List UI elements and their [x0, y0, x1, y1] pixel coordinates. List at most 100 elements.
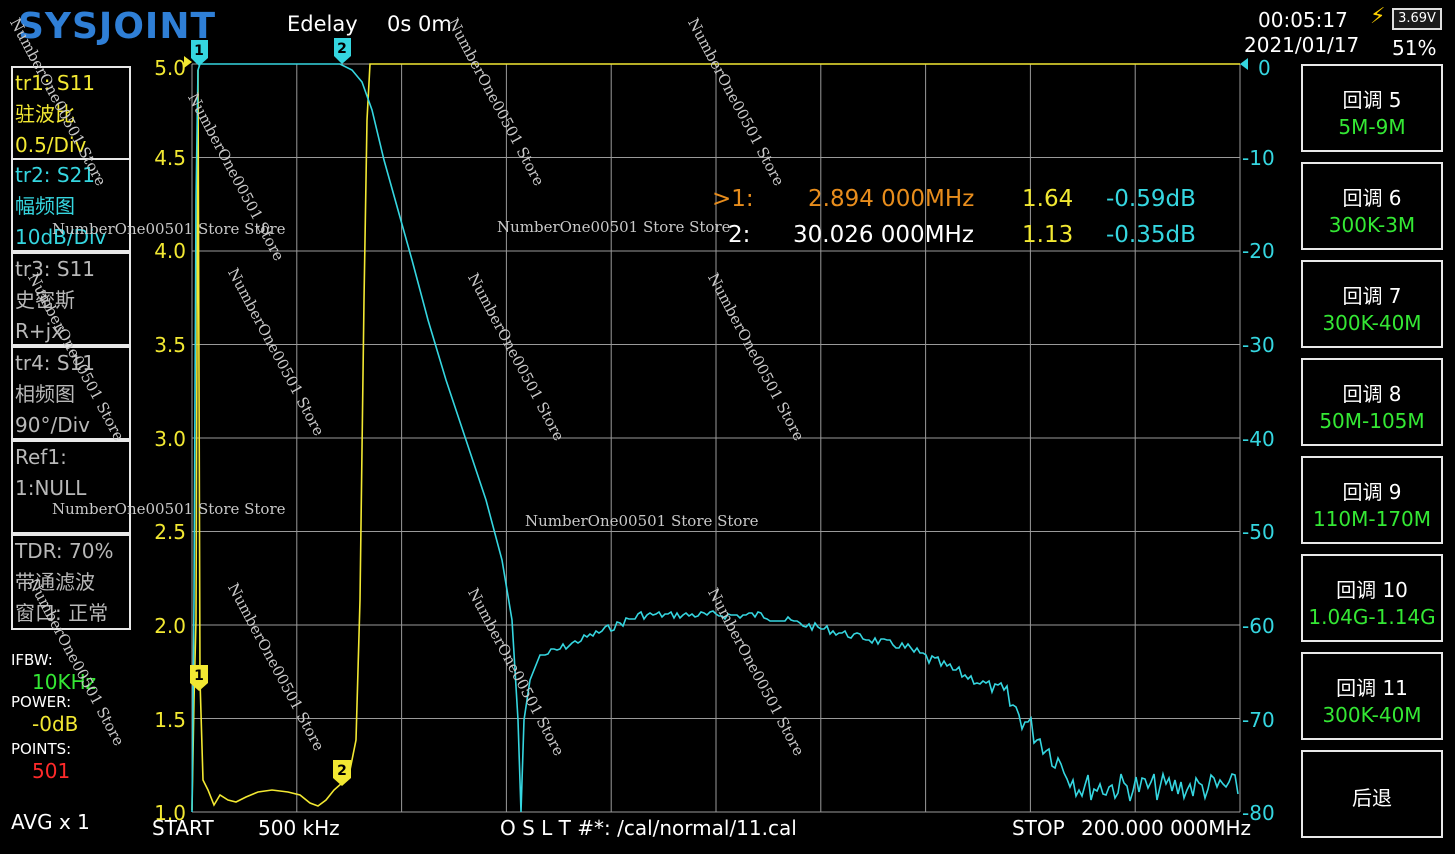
recall-range: 110M-170M — [1312, 507, 1432, 531]
recall-8-button[interactable]: 回调 8 50M-105M — [1301, 358, 1443, 446]
clock: 00:05:17 — [1258, 8, 1348, 32]
recall-label: 回调 11 — [1336, 676, 1408, 700]
right-tick: -10 — [1242, 146, 1275, 170]
trace-4-box[interactable]: tr4: S11 相频图 90°/Div — [11, 346, 131, 440]
marker-flag-s11-1[interactable]: 1 — [190, 665, 208, 691]
tdr-filter: 带通滤波 — [15, 570, 95, 594]
trace-2-format: 幅频图 — [15, 194, 75, 218]
marker-flag-s11-2[interactable]: 2 — [333, 760, 351, 786]
recall-range: 5M-9M — [1338, 115, 1406, 139]
trace-2-box[interactable]: tr2: S21 幅频图 10dB/Div — [11, 158, 131, 252]
tdr-label: TDR: 70% — [15, 539, 114, 563]
trace-3-format: 史密斯 — [15, 288, 75, 312]
power-value: -0dB — [32, 712, 79, 736]
ref-arrow-right-icon — [1240, 58, 1248, 70]
start-label: START — [152, 816, 214, 840]
right-tick: 0 — [1258, 56, 1271, 80]
left-tick: 4.0 — [154, 239, 186, 263]
recall-11-button[interactable]: 回调 11 300K-40M — [1301, 652, 1443, 740]
recall-label: 回调 10 — [1336, 578, 1408, 602]
recall-6-button[interactable]: 回调 6 300K-3M — [1301, 162, 1443, 250]
charging-bolt-icon: ⚡ — [1370, 4, 1386, 29]
ifbw-label: IFBW: — [11, 651, 53, 669]
ref-box[interactable]: Ref1: 1:NULL — [11, 440, 131, 534]
marker-flag-label: 2 — [337, 41, 347, 57]
watermark: NumberOne00501 Store Store — [52, 500, 286, 518]
left-tick: 2.0 — [154, 614, 186, 638]
avg-count: AVG x 1 — [11, 810, 90, 834]
marker-flag-label: 2 — [337, 763, 347, 779]
right-tick: -40 — [1242, 427, 1275, 451]
recall-range: 300K-3M — [1328, 213, 1416, 237]
marker-flag-label: 1 — [194, 43, 204, 59]
left-tick: 2.5 — [154, 520, 186, 544]
left-tick: 1.5 — [154, 708, 186, 732]
marker-flag-s21-1[interactable]: 1 — [191, 40, 208, 66]
ref-label: Ref1: — [15, 445, 67, 469]
recall-9-button[interactable]: 回调 9 110M-170M — [1301, 456, 1443, 544]
stop-label: STOP — [1012, 816, 1065, 840]
watermark: NumberOne00501 Store Store — [497, 218, 731, 236]
right-tick: -20 — [1242, 239, 1275, 263]
tdr-window: 窗口: 正常 — [15, 601, 109, 625]
right-tick: -80 — [1242, 801, 1275, 825]
recall-range: 300K-40M — [1322, 311, 1422, 335]
back-button[interactable]: 后退 — [1301, 750, 1443, 838]
tdr-box[interactable]: TDR: 70% 带通滤波 窗口: 正常 — [11, 534, 131, 630]
trace-1-id: tr1: S11 — [15, 71, 96, 95]
left-tick: 3.0 — [154, 427, 186, 451]
battery-percent: 51% — [1392, 36, 1437, 60]
start-value: 500 kHz — [258, 816, 340, 840]
battery-icon: 3.69V — [1392, 8, 1442, 30]
right-tick: -30 — [1242, 333, 1275, 357]
marker-1-db: -0.59dB — [1106, 186, 1196, 212]
recall-label: 回调 8 — [1342, 382, 1402, 406]
recall-5-button[interactable]: 回调 5 5M-9M — [1301, 64, 1443, 152]
trace-4-scale: 90°/Div — [15, 413, 90, 437]
trace-3-box[interactable]: tr3: S11 史密斯 R+jx — [11, 252, 131, 346]
marker-1-swr: 1.64 — [1022, 186, 1074, 212]
right-tick: -50 — [1242, 520, 1275, 544]
edelay-label: Edelay — [287, 12, 358, 36]
marker-1-freq: 2.894 000MHz — [808, 186, 975, 212]
watermark: NumberOne00501 Store Store — [52, 220, 286, 238]
trace-1-box[interactable]: tr1: S11 驻波比 0.5/Div — [11, 66, 131, 160]
cal-file: O S L T #*: /cal/normal/11.cal — [500, 816, 797, 840]
watermark: NumberOne00501 Store Store — [525, 512, 759, 530]
trace-4-format: 相频图 — [15, 382, 75, 406]
recall-range: 1.04G-1.14G — [1308, 605, 1436, 629]
trace-2-scale: 10dB/Div — [15, 225, 107, 249]
trace-4-id: tr4: S11 — [15, 351, 96, 375]
grid — [191, 63, 1241, 813]
date: 2021/01/17 — [1244, 33, 1360, 57]
battery-voltage: 3.69V — [1398, 11, 1436, 26]
recall-7-button[interactable]: 回调 7 300K-40M — [1301, 260, 1443, 348]
marker-2-freq: 30.026 000MHz — [793, 222, 974, 248]
sysjoint-logo: SYSJOINT — [18, 6, 217, 47]
power-label: POWER: — [11, 693, 72, 711]
left-tick: 3.5 — [154, 333, 186, 357]
trace-2-id: tr2: S21 — [15, 163, 96, 187]
trace-3-id: tr3: S11 — [15, 257, 96, 281]
edelay-value: 0s 0m — [387, 12, 452, 36]
marker-2-db: -0.35dB — [1106, 222, 1196, 248]
marker-2-id: 2: — [728, 222, 751, 248]
points-value: 501 — [32, 759, 71, 783]
recall-range: 300K-40M — [1322, 703, 1422, 727]
back-label: 后退 — [1352, 786, 1392, 810]
trace-3-scale: R+jx — [15, 319, 64, 343]
recall-label: 回调 9 — [1342, 480, 1402, 504]
recall-10-button[interactable]: 回调 10 1.04G-1.14G — [1301, 554, 1443, 642]
right-tick: -70 — [1242, 708, 1275, 732]
left-tick: 1.0 — [154, 801, 186, 825]
marker-flag-label: 1 — [194, 668, 204, 684]
left-tick: 4.5 — [154, 146, 186, 170]
left-tick: 5.0 — [154, 56, 186, 80]
marker-flag-s21-2[interactable]: 2 — [334, 38, 351, 64]
s11-trace — [191, 63, 1240, 811]
marker-1-id: >1: — [712, 186, 754, 212]
right-tick: -60 — [1242, 614, 1275, 638]
points-label: POINTS: — [11, 740, 72, 758]
trace-1-scale: 0.5/Div — [15, 133, 87, 157]
